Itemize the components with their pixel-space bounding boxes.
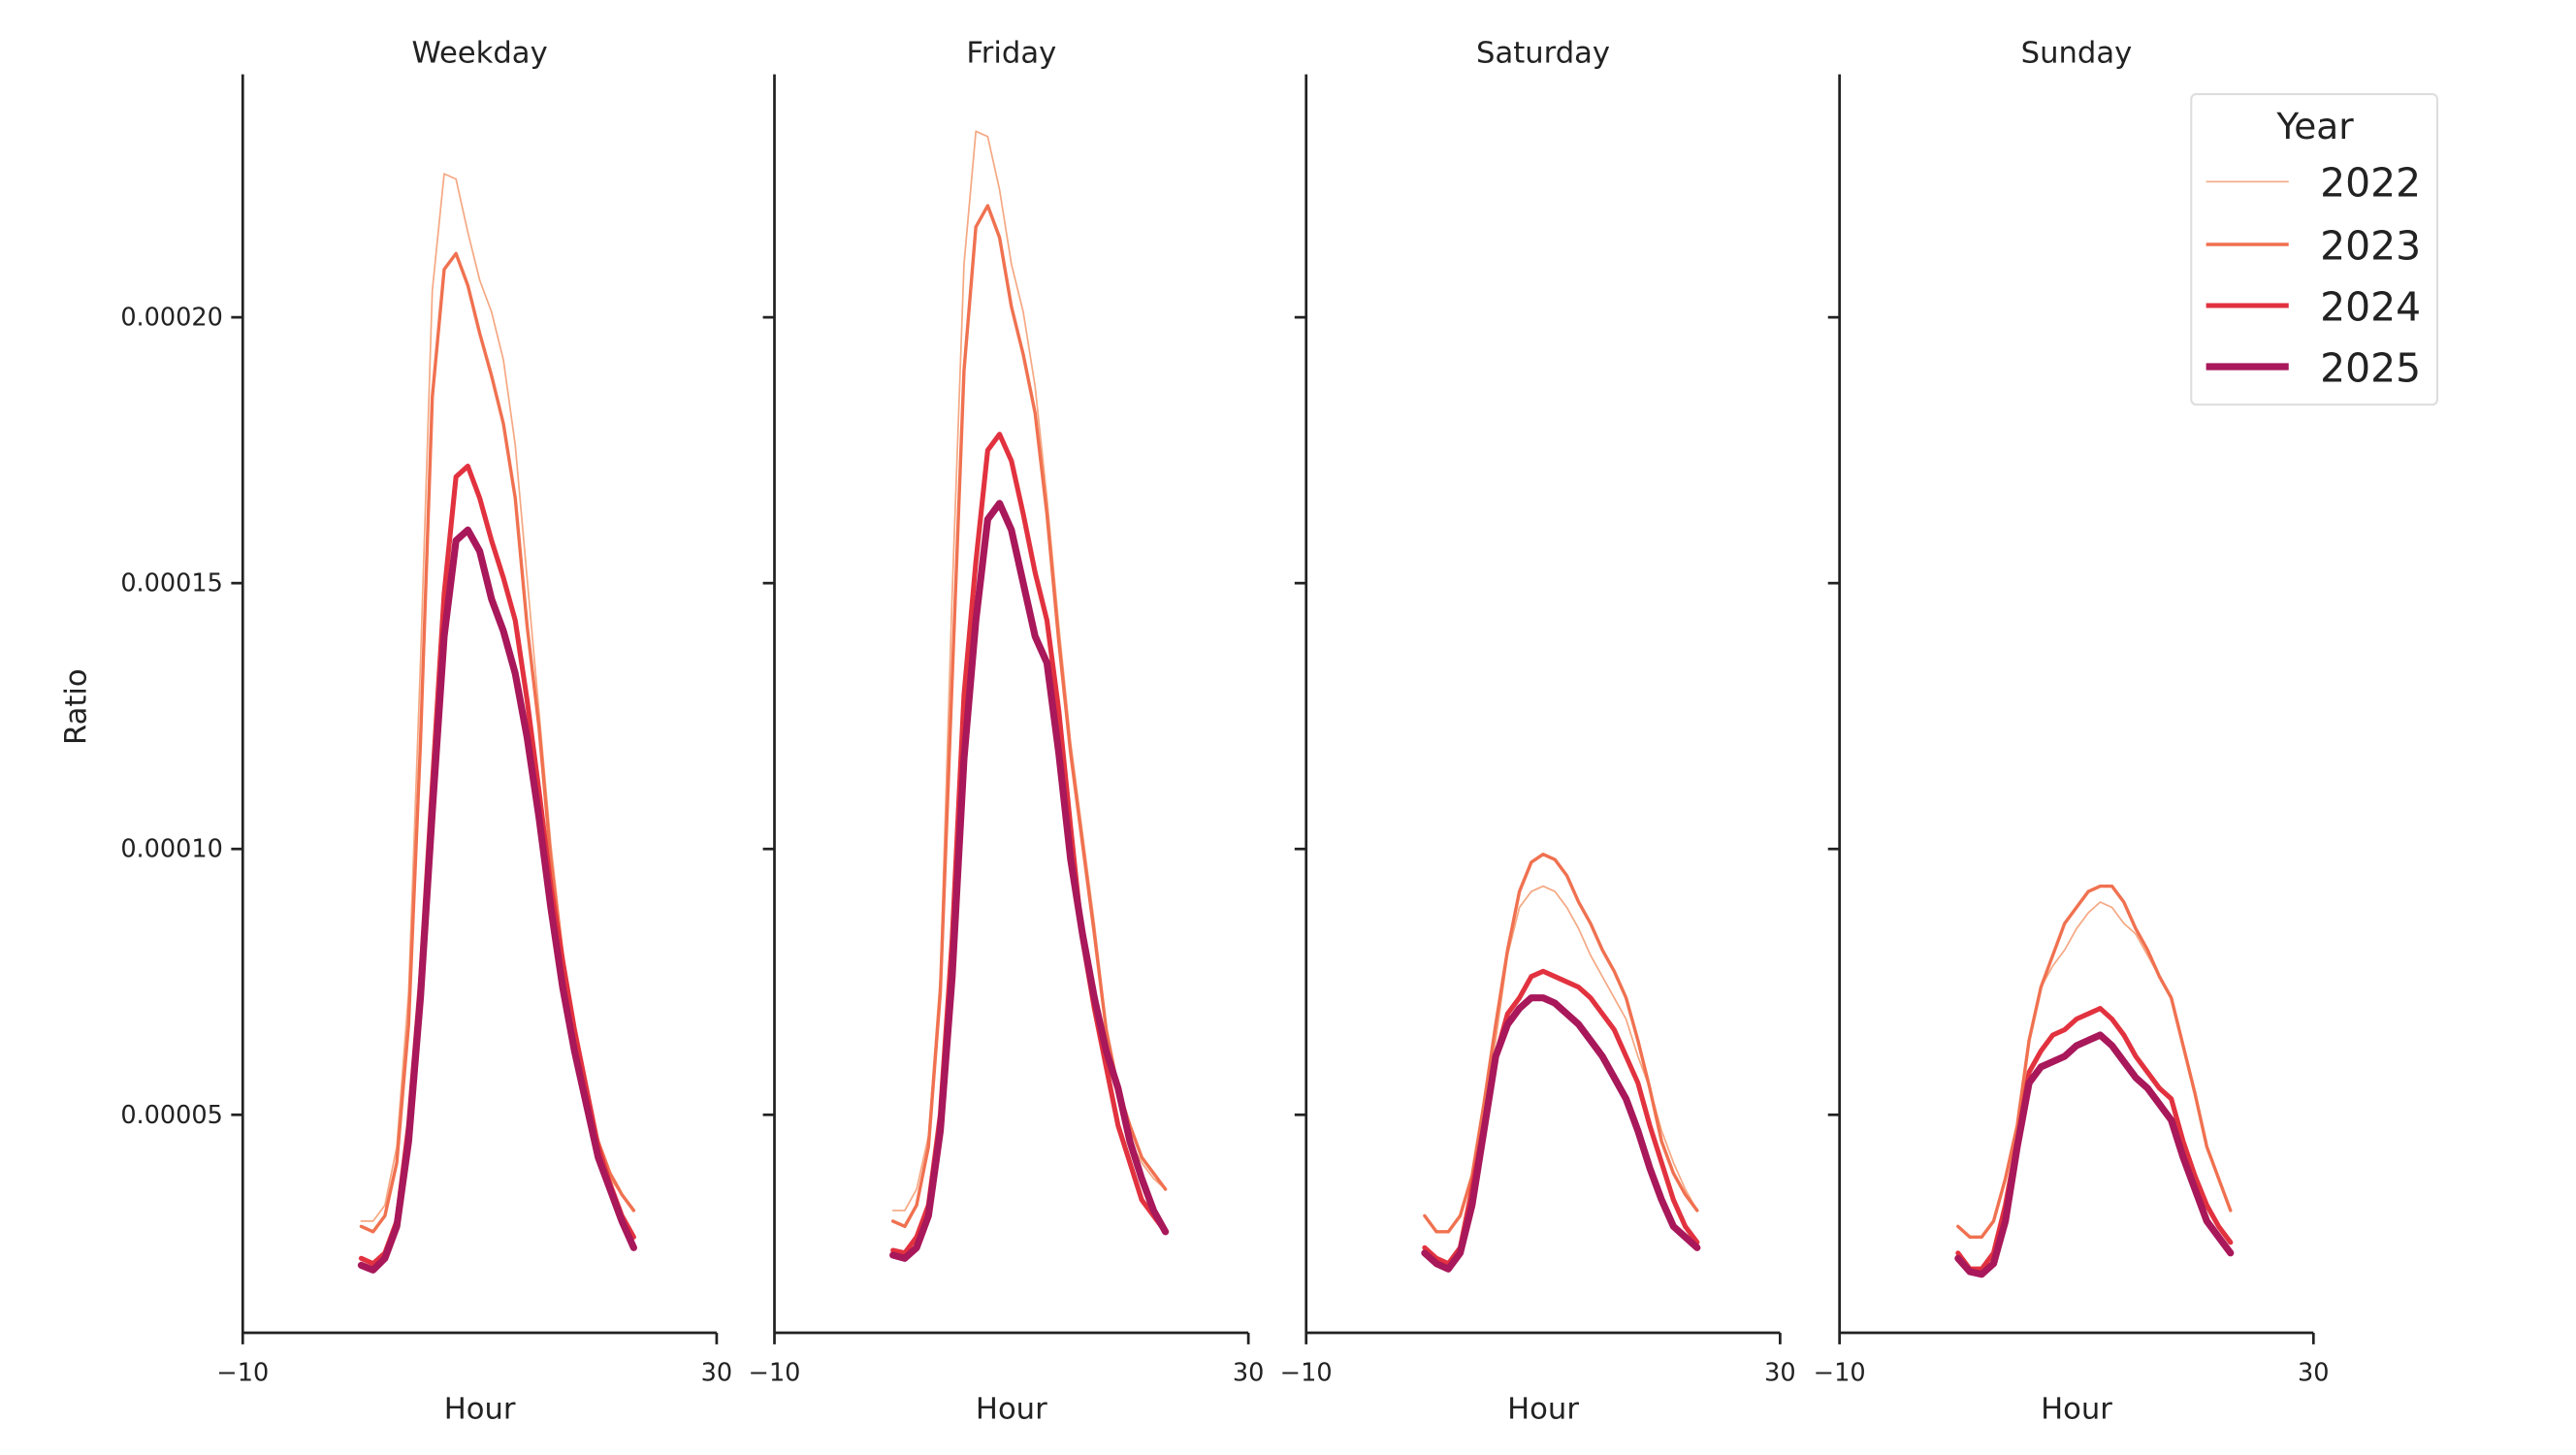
legend-entry-2025: 2025 xyxy=(2206,344,2421,391)
y-axis-label: Ratio xyxy=(60,668,94,745)
series-line-2024 xyxy=(1955,1006,2234,1272)
panel-friday: Friday −10 30 Hour xyxy=(749,37,1265,1427)
series-line-2023 xyxy=(890,204,1168,1229)
series-line-2022 xyxy=(891,130,1167,1212)
series-line-2025 xyxy=(1421,994,1701,1273)
legend-box xyxy=(2190,93,2439,406)
series-line-2023 xyxy=(1956,884,2233,1240)
y-tick-label: 0.00010 xyxy=(120,835,223,864)
panel-title: Sunday xyxy=(2021,37,2133,71)
x-tick-label: −10 xyxy=(216,1358,269,1387)
x-tick-label: −10 xyxy=(1814,1358,1866,1387)
legend-entry-2022: 2022 xyxy=(2206,160,2421,207)
series-line-2022 xyxy=(360,173,635,1222)
panel-saturday: Saturday −10 30 Hour xyxy=(1280,37,1796,1427)
panel-title: Saturday xyxy=(1476,37,1610,71)
y-tick-label: 0.00020 xyxy=(120,304,223,333)
panel-sunday: Sunday −10 30 Hour xyxy=(1814,37,2330,1427)
x-axis-label: Hour xyxy=(1507,1393,1579,1427)
x-tick-label: 30 xyxy=(2298,1358,2329,1387)
legend-label-2022: 2022 xyxy=(2320,160,2421,207)
series-line-2025 xyxy=(1954,1031,2235,1278)
panels: Weekday 0.00005 0.00010 0.00015 0.00020 −10 30… xyxy=(120,37,2329,1427)
x-axis-label: Hour xyxy=(976,1393,1047,1427)
legend-label-2024: 2024 xyxy=(2320,283,2421,330)
panel-weekday: Weekday 0.00005 0.00010 0.00015 0.00020 −10 30… xyxy=(120,37,732,1427)
x-tick-label: 30 xyxy=(1233,1358,1264,1387)
series-line-2025 xyxy=(357,526,637,1274)
legend-entry-2024: 2024 xyxy=(2206,283,2421,330)
legend: Year 2022 2023 2024 2025 xyxy=(2190,93,2439,406)
series-line-2023 xyxy=(1423,853,1699,1234)
x-tick-label: 30 xyxy=(701,1358,732,1387)
x-axis-label: Hour xyxy=(444,1393,516,1427)
legend-entry-2023: 2023 xyxy=(2206,222,2421,269)
x-axis-label: Hour xyxy=(2041,1393,2112,1427)
x-tick-label: −10 xyxy=(1280,1358,1333,1387)
panel-title: Friday xyxy=(966,37,1056,71)
panel-title: Weekday xyxy=(411,37,547,71)
y-tick-label: 0.00005 xyxy=(120,1101,223,1130)
legend-title: Year xyxy=(2275,105,2354,147)
legend-label-2025: 2025 xyxy=(2320,344,2421,391)
y-tick-label: 0.00015 xyxy=(120,569,223,598)
x-tick-label: 30 xyxy=(1764,1358,1795,1387)
series-line-2025 xyxy=(889,500,1170,1262)
series-line-2023 xyxy=(359,251,636,1234)
x-tick-label: −10 xyxy=(749,1358,801,1387)
legend-label-2023: 2023 xyxy=(2320,222,2421,269)
